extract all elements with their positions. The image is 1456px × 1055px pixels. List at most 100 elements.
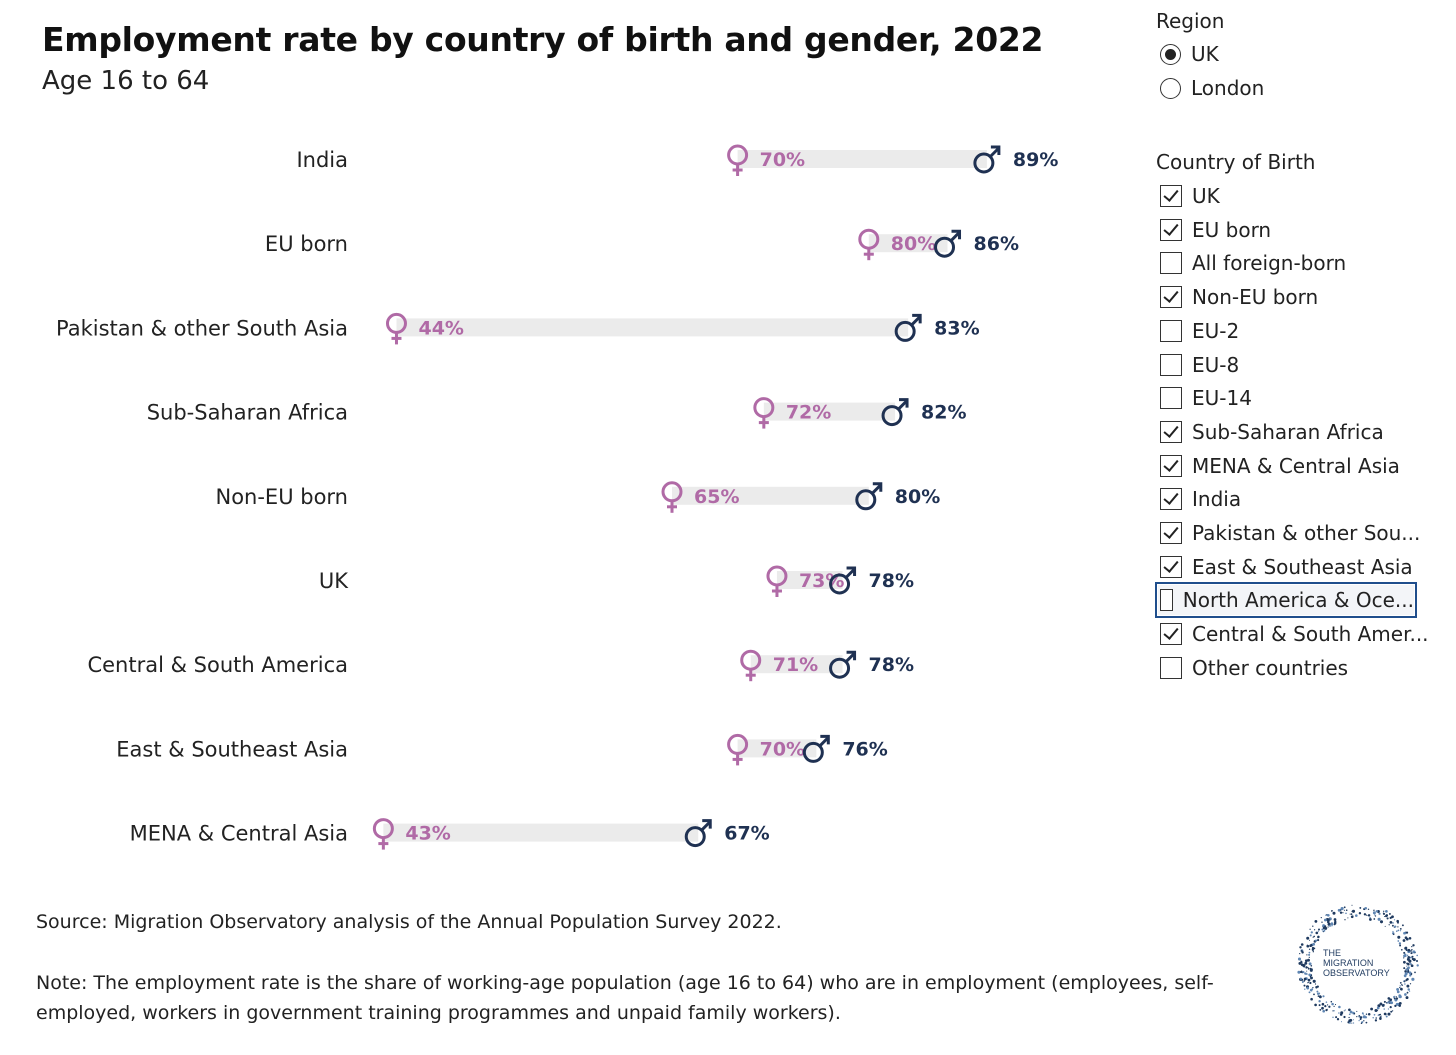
checkbox[interactable] (1160, 218, 1182, 241)
category-label: UK (319, 569, 349, 593)
male-marker[interactable] (802, 734, 830, 763)
chart-title: Employment rate by country of birth and … (42, 20, 1044, 59)
checkbox[interactable] (1160, 185, 1182, 207)
country-of-birth-option[interactable]: EU born (1160, 215, 1271, 245)
region-option[interactable]: London (1160, 73, 1264, 103)
female-value-label: 73% (799, 570, 844, 592)
region-option-label: London (1191, 76, 1265, 100)
female-value-label: 71% (773, 654, 818, 676)
female-marker[interactable] (727, 733, 749, 766)
female-value-label: 80% (891, 233, 936, 255)
male-value-label: 82% (921, 402, 966, 424)
country-of-birth-option[interactable]: North America & Oce... (1155, 582, 1417, 619)
country-of-birth-option[interactable]: East & Southeast Asia (1160, 552, 1413, 582)
checkbox[interactable] (1160, 555, 1182, 578)
female-marker[interactable] (385, 312, 407, 345)
checkbox[interactable] (1160, 353, 1182, 376)
country-of-birth-option[interactable]: EU-14 (1160, 383, 1252, 413)
male-marker[interactable] (684, 819, 712, 848)
region-option-label: UK (1191, 42, 1219, 66)
range-bar (750, 655, 843, 674)
country-of-birth-option-label: MENA & Central Asia (1192, 453, 1400, 478)
male-value-label: 78% (869, 570, 914, 592)
male-marker[interactable] (881, 398, 909, 427)
male-marker[interactable] (973, 145, 1001, 174)
checkbox[interactable] (1160, 319, 1182, 342)
checkbox[interactable] (1160, 656, 1182, 679)
logo-text-the: THE (1323, 948, 1341, 958)
chart-row: EU born 80% 86% (265, 228, 1019, 261)
country-of-birth-option[interactable]: Pakistan & other Sou... (1160, 518, 1420, 548)
country-of-birth-option[interactable]: Non-EU born (1160, 282, 1318, 312)
chart-row: India 70% 89% (296, 144, 1058, 176)
male-marker[interactable] (829, 650, 857, 679)
chart-row: MENA & Central Asia 43% 67% (130, 818, 770, 850)
male-value-label: 83% (934, 317, 979, 339)
country-of-birth-option[interactable]: Sub-Saharan Africa (1160, 417, 1384, 447)
country-of-birth-option[interactable]: India (1160, 484, 1241, 514)
country-of-birth-option[interactable]: UK (1160, 181, 1220, 211)
male-value-label: 78% (869, 654, 914, 676)
country-of-birth-option-label: India (1192, 487, 1242, 512)
logo-text-observatory: OBSERVATORY (1323, 968, 1390, 978)
female-marker[interactable] (661, 481, 683, 513)
female-marker[interactable] (858, 228, 880, 261)
country-of-birth-option-label: East & Southeast Asia (1192, 554, 1413, 579)
country-of-birth-option-label: Central & South Amer... (1192, 622, 1429, 647)
checkbox[interactable] (1160, 522, 1182, 544)
radio-button[interactable] (1160, 77, 1181, 99)
country-of-birth-option[interactable]: Central & South Amer... (1160, 619, 1429, 649)
male-marker[interactable] (894, 313, 922, 342)
country-of-birth-option-label: UK (1192, 184, 1220, 208)
country-of-birth-option-label: Other countries (1192, 655, 1349, 680)
country-of-birth-option[interactable]: All foreign-born (1160, 248, 1346, 278)
country-of-birth-option-label: EU-14 (1192, 386, 1252, 411)
checkbox[interactable] (1160, 623, 1182, 646)
range-bar (396, 318, 909, 337)
female-marker[interactable] (766, 565, 788, 597)
migration-observatory-logo: THE MIGRATION OBSERVATORY (1297, 904, 1419, 1024)
country-of-birth-option[interactable]: EU-8 (1160, 350, 1239, 380)
country-of-birth-option-label: All foreign-born (1192, 251, 1347, 276)
male-value-label: 67% (724, 823, 769, 845)
female-value-label: 65% (694, 486, 739, 508)
male-value-label: 76% (842, 738, 887, 760)
male-marker[interactable] (855, 482, 883, 511)
checkbox[interactable] (1160, 286, 1182, 309)
checkbox[interactable] (1160, 252, 1182, 275)
country-of-birth-option[interactable]: Other countries (1160, 653, 1348, 683)
female-marker[interactable] (727, 144, 749, 176)
chart-row: Pakistan & other South Asia 44% 83% (56, 312, 980, 345)
range-bar (383, 823, 699, 842)
region-option[interactable]: UK (1160, 39, 1219, 69)
category-label: India (296, 148, 348, 172)
chart-subtitle: Age 16 to 64 (42, 66, 210, 96)
checkbox[interactable] (1160, 420, 1182, 443)
country-of-birth-option[interactable]: EU-2 (1160, 316, 1239, 346)
logo-text-migration: MIGRATION (1323, 958, 1373, 968)
female-marker[interactable] (740, 649, 762, 682)
female-marker[interactable] (372, 818, 394, 850)
checkbox[interactable] (1160, 589, 1173, 612)
radio-button[interactable] (1160, 43, 1181, 65)
country-of-birth-option[interactable]: MENA & Central Asia (1160, 451, 1400, 481)
country-of-birth-option-label: Sub-Saharan Africa (1192, 419, 1384, 444)
male-value-label: 80% (895, 486, 940, 508)
male-marker[interactable] (829, 566, 857, 595)
chart-row: Central & South America 71% 78% (87, 649, 914, 682)
category-label: Sub-Saharan Africa (147, 401, 348, 425)
male-value-label: 86% (974, 233, 1019, 255)
range-bar (672, 486, 869, 505)
country-of-birth-option-label: EU born (1192, 217, 1272, 242)
checkbox[interactable] (1160, 454, 1182, 477)
checkbox[interactable] (1160, 488, 1182, 511)
category-label: EU born (265, 232, 348, 256)
female-value-label: 44% (418, 317, 463, 339)
chart-row: UK 73% 78% (319, 565, 914, 597)
chart-row: Non-EU born 65% 80% (215, 481, 940, 513)
female-value-label: 72% (786, 402, 831, 424)
category-label: Pakistan & other South Asia (56, 316, 348, 340)
female-marker[interactable] (753, 397, 775, 429)
checkbox[interactable] (1160, 387, 1182, 410)
male-marker[interactable] (934, 229, 962, 258)
